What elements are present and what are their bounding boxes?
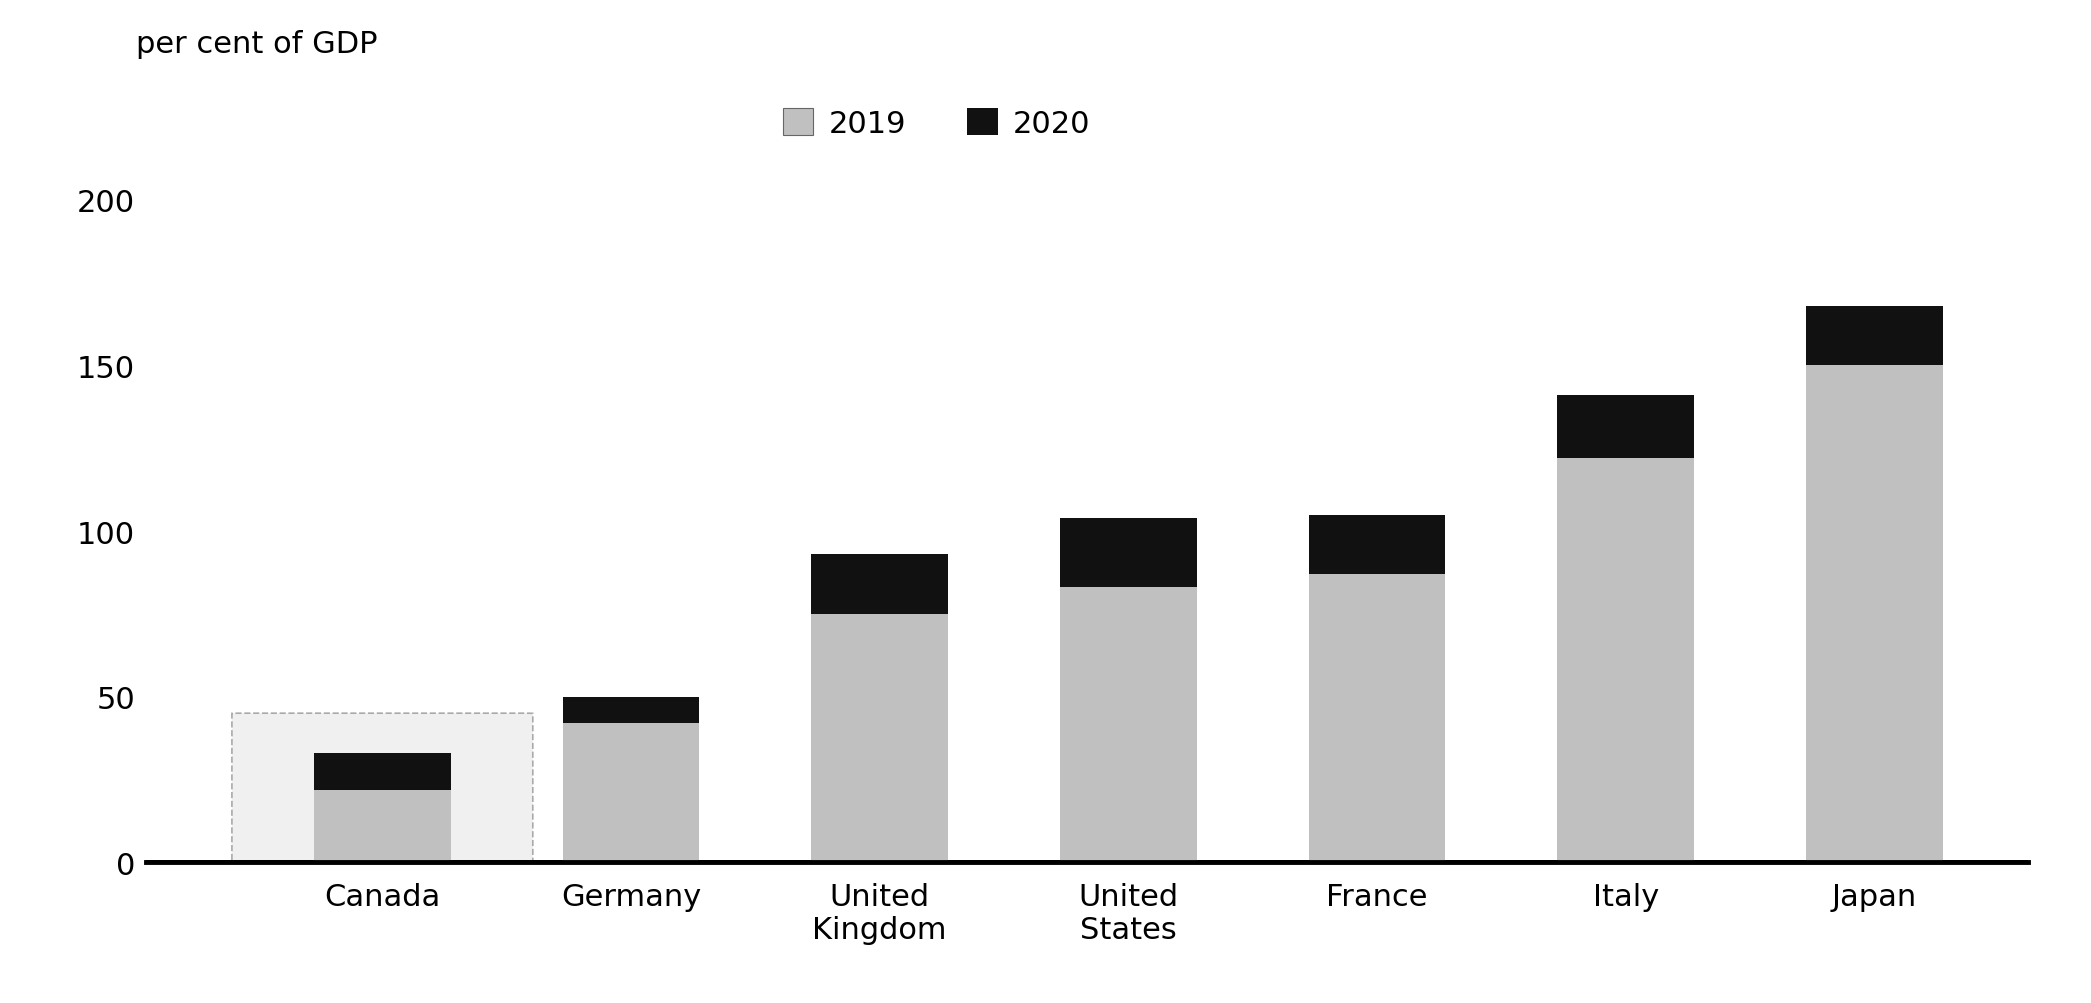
Bar <box>1807 366 1943 863</box>
Legend: 2019, 2020: 2019, 2020 <box>772 96 1102 151</box>
Bar <box>562 723 698 863</box>
Bar <box>1558 458 1694 863</box>
Bar <box>314 753 452 789</box>
FancyBboxPatch shape <box>232 713 533 903</box>
Bar <box>811 555 947 614</box>
Text: per cent of GDP: per cent of GDP <box>136 30 376 59</box>
Bar <box>1309 575 1445 863</box>
Bar <box>314 789 452 863</box>
Bar <box>562 697 698 723</box>
Bar <box>1309 516 1445 575</box>
Bar <box>811 614 947 863</box>
Bar <box>1060 519 1196 588</box>
Bar <box>1060 588 1196 863</box>
Bar <box>1807 307 1943 366</box>
Bar <box>1558 396 1694 458</box>
